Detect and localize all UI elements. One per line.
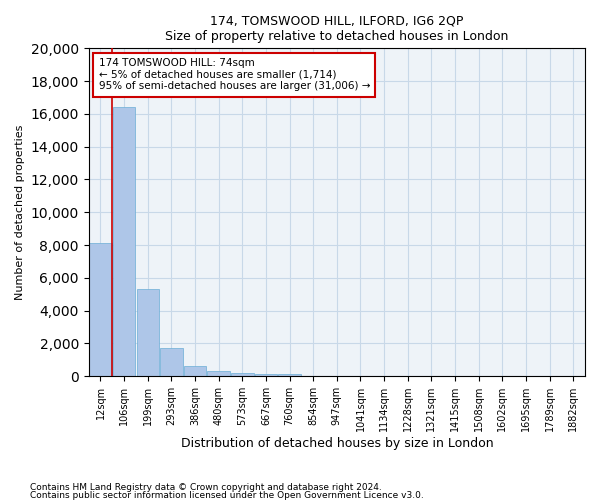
Bar [113,108,136,376]
Bar [278,374,301,376]
Y-axis label: Number of detached properties: Number of detached properties [15,124,25,300]
X-axis label: Distribution of detached houses by size in London: Distribution of detached houses by size … [181,437,493,450]
Bar [184,366,206,376]
Bar [208,371,230,376]
Bar [89,244,112,376]
Title: 174, TOMSWOOD HILL, ILFORD, IG6 2QP
Size of property relative to detached houses: 174, TOMSWOOD HILL, ILFORD, IG6 2QP Size… [165,15,509,43]
Bar [160,348,182,376]
Text: 174 TOMSWOOD HILL: 74sqm
← 5% of detached houses are smaller (1,714)
95% of semi: 174 TOMSWOOD HILL: 74sqm ← 5% of detache… [98,58,370,92]
Bar [254,374,277,376]
Text: Contains HM Land Registry data © Crown copyright and database right 2024.: Contains HM Land Registry data © Crown c… [30,483,382,492]
Bar [137,290,159,376]
Bar [231,374,254,376]
Text: Contains public sector information licensed under the Open Government Licence v3: Contains public sector information licen… [30,490,424,500]
